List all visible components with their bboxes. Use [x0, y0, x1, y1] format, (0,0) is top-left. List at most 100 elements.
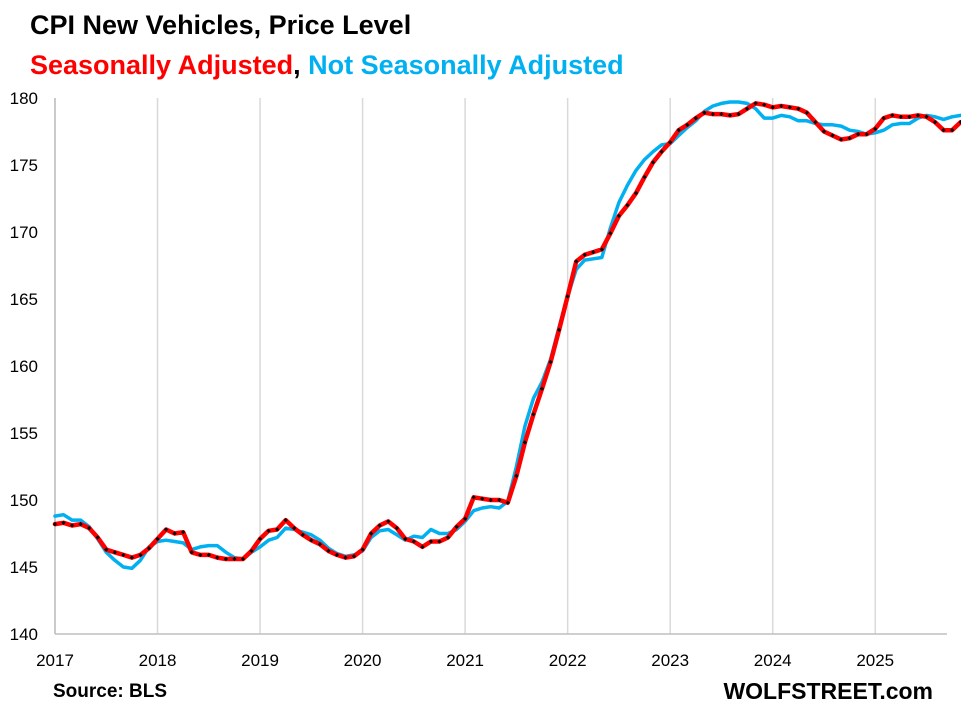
data-point-sa-20 — [223, 556, 228, 562]
data-point-sa-97 — [881, 116, 886, 121]
data-point-sa-77 — [710, 111, 715, 117]
data-point-sa-62 — [582, 252, 587, 257]
data-point-sa-105 — [950, 128, 955, 133]
series-markers — [52, 101, 961, 562]
data-point-sa-11 — [146, 546, 152, 551]
data-point-sa-41 — [403, 536, 408, 541]
data-point-sa-67 — [625, 203, 630, 208]
source-note: Source: BLS — [53, 681, 168, 702]
x-tick-label-2018: 2018 — [139, 651, 177, 670]
data-point-sa-81 — [744, 106, 750, 111]
data-point-sa-24 — [257, 536, 263, 541]
data-point-sa-25 — [266, 528, 271, 533]
data-point-sa-8 — [121, 552, 126, 558]
y-tick-label-150: 150 — [10, 491, 38, 510]
data-point-sa-2 — [69, 523, 75, 528]
data-point-sa-66 — [616, 213, 622, 219]
legend-seasonally-adjusted: Seasonally Adjusted — [30, 50, 294, 80]
data-point-sa-96 — [873, 126, 878, 131]
data-point-sa-63 — [591, 250, 596, 255]
data-point-sa-3 — [78, 522, 83, 527]
x-axis-tick-labels: 2017 2018 2019 2020 2021 2022 2023 2024 2025 — [36, 651, 894, 670]
x-tick-label-2021: 2021 — [446, 651, 484, 670]
data-point-sa-27 — [283, 518, 288, 523]
data-point-sa-12 — [155, 536, 160, 541]
data-point-sa-89 — [813, 120, 818, 125]
x-tick-label-2025: 2025 — [856, 651, 894, 670]
data-point-sa-56 — [531, 412, 536, 417]
y-tick-label-140: 140 — [10, 625, 38, 644]
data-point-sa-33 — [334, 552, 340, 558]
data-point-sa-32 — [326, 548, 331, 554]
data-point-sa-69 — [642, 174, 647, 180]
data-point-sa-70 — [650, 160, 656, 165]
data-point-sa-79 — [727, 113, 733, 118]
data-point-sa-19 — [215, 555, 220, 560]
data-point-sa-78 — [719, 111, 724, 117]
data-point-sa-37 — [369, 531, 374, 536]
data-point-sa-42 — [411, 539, 416, 544]
data-point-sa-95 — [864, 132, 869, 137]
y-tick-label-155: 155 — [10, 424, 38, 443]
data-point-sa-39 — [386, 519, 391, 524]
legend-separator: , — [293, 50, 309, 80]
data-point-sa-7 — [112, 550, 117, 555]
data-point-sa-1 — [61, 520, 66, 525]
data-point-sa-65 — [608, 231, 613, 236]
data-point-sa-46 — [445, 535, 451, 540]
data-point-sa-6 — [104, 547, 109, 552]
data-point-sa-17 — [198, 552, 203, 558]
data-point-sa-16 — [189, 550, 194, 555]
data-point-sa-103 — [932, 120, 938, 125]
grid-lines — [54, 98, 947, 635]
data-point-sa-34 — [343, 555, 348, 560]
data-point-sa-85 — [779, 103, 784, 109]
data-point-sa-55 — [522, 440, 528, 445]
data-point-sa-23 — [249, 548, 254, 554]
data-point-sa-106 — [958, 120, 961, 125]
x-tick-label-2019: 2019 — [241, 651, 279, 670]
data-point-sa-13 — [163, 527, 169, 532]
data-point-sa-53 — [505, 500, 510, 505]
data-point-sa-40 — [394, 526, 399, 531]
data-point-sa-102 — [924, 114, 929, 119]
brand-watermark: WOLFSTREET.com — [723, 678, 933, 704]
y-tick-label-175: 175 — [10, 156, 38, 175]
data-point-sa-5 — [95, 535, 100, 540]
data-point-sa-58 — [548, 359, 553, 365]
data-point-sa-48 — [463, 516, 468, 521]
data-point-sa-99 — [898, 114, 903, 119]
data-point-sa-80 — [736, 111, 741, 117]
y-tick-label-180: 180 — [10, 89, 38, 108]
data-point-sa-93 — [847, 136, 852, 141]
data-point-sa-84 — [770, 105, 775, 110]
data-point-sa-10 — [138, 552, 143, 558]
data-point-sa-101 — [915, 113, 921, 118]
data-point-sa-51 — [488, 497, 493, 503]
data-point-sa-104 — [941, 128, 946, 133]
legend-not-seasonally-adjusted: Not Seasonally Adjusted — [308, 50, 624, 80]
data-point-sa-94 — [856, 132, 861, 137]
x-tick-label-2020: 2020 — [344, 651, 382, 670]
data-point-sa-90 — [821, 129, 827, 134]
x-tick-label-2017: 2017 — [36, 651, 74, 670]
data-point-sa-64 — [599, 247, 604, 252]
data-point-sa-21 — [232, 556, 237, 562]
data-point-sa-82 — [753, 101, 758, 106]
data-point-sa-54 — [514, 473, 519, 478]
data-point-sa-44 — [428, 539, 434, 544]
chart-subtitle-legend: Seasonally Adjusted, Not Seasonally Adju… — [30, 50, 624, 81]
data-point-sa-60 — [565, 294, 570, 299]
data-point-sa-72 — [668, 140, 673, 145]
data-point-sa-59 — [556, 327, 562, 332]
data-point-sa-15 — [181, 530, 186, 535]
data-point-sa-100 — [907, 114, 912, 119]
data-point-sa-4 — [87, 526, 92, 531]
x-tick-label-2023: 2023 — [651, 651, 689, 670]
data-point-sa-38 — [377, 523, 382, 528]
data-point-sa-29 — [300, 532, 305, 537]
data-point-sa-36 — [360, 547, 365, 552]
data-point-sa-31 — [317, 542, 322, 547]
x-tick-label-2024: 2024 — [754, 651, 792, 670]
